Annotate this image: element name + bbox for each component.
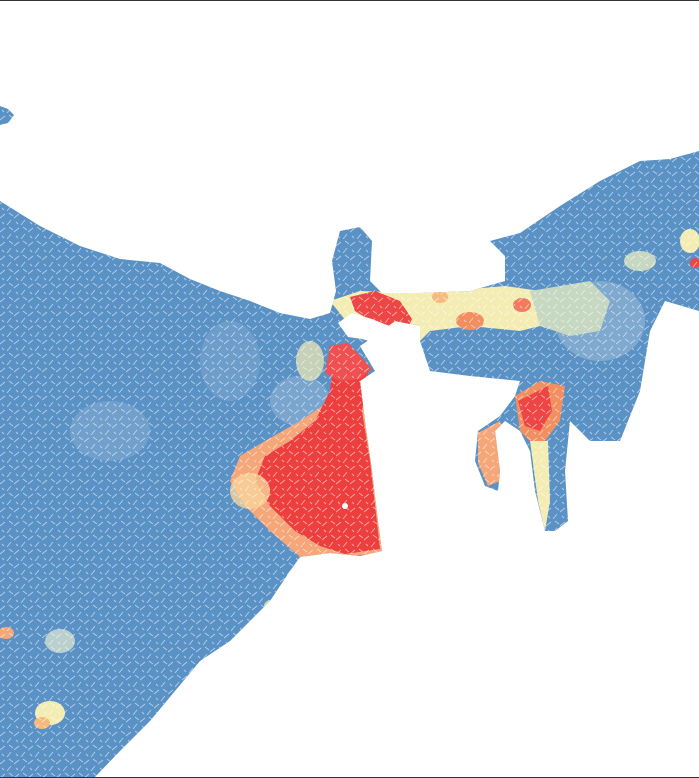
inland-water-gap (338, 313, 420, 353)
delta-hole (342, 503, 348, 509)
